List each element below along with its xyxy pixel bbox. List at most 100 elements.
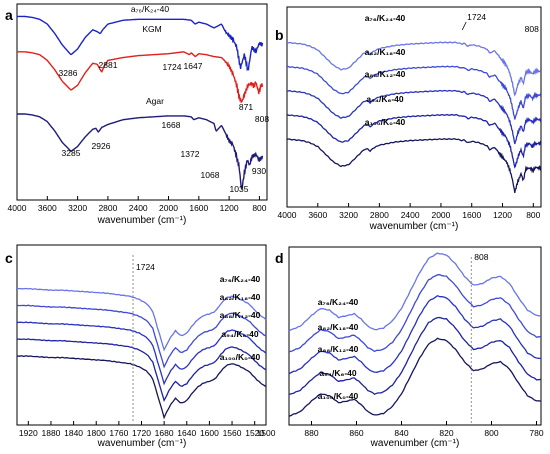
x-tick-label: 1200 — [220, 203, 239, 213]
x-tick-label: 2400 — [401, 210, 420, 220]
series-line-1 — [16, 304, 267, 369]
series-name: a₉₄/K₆-40 — [366, 94, 404, 104]
x-tick-label: 2400 — [129, 203, 148, 213]
panel-b-x-axis: 4000 3600 3200 2800 2400 2000 1600 1200 800 — [278, 203, 541, 220]
series-name: a₈₂/K₁₈-40 — [220, 292, 261, 302]
peak-pointer — [461, 21, 467, 31]
x-tick-label: 780 — [529, 428, 543, 438]
x-tick-label: 1920 — [19, 428, 38, 438]
series-name: KGM — [142, 24, 161, 34]
x-tick-label: 1720 — [132, 428, 151, 438]
panel-d-series — [288, 252, 542, 417]
panel-c: c a₇₆/K₂₄-40 a₈₂/K₁₈-40 a₈₈/K₁₂-40 a₉₄/K₆-4… — [5, 244, 276, 449]
x-tick-label: 800 — [252, 203, 266, 213]
series-name: a₁₀₀/K₀-40 — [365, 117, 406, 127]
panel-b-letter: b — [275, 27, 284, 43]
peak-label: 2881 — [99, 60, 118, 70]
series-name: Agar — [146, 96, 164, 106]
x-tick-label: 3200 — [339, 210, 358, 220]
x-tick-label: 1600 — [189, 203, 208, 213]
series-name: a₇₆/K₂₄-40 — [131, 4, 169, 14]
panel-c-letter: c — [5, 250, 13, 266]
panel-d-letter: d — [275, 250, 284, 266]
series-line-3 — [16, 338, 267, 402]
series-name: a₇₆/K₂₄-40 — [365, 13, 406, 23]
peak-label: 1035 — [230, 184, 249, 194]
panel-c-labels: a₇₆/K₂₄-40 a₈₂/K₁₈-40 a₈₈/K₁₂-40 a₉₄/K₆-40 a… — [132, 255, 261, 423]
x-tick-label: 2000 — [159, 203, 178, 213]
panel-a-x-axis: 4000 3600 3200 2800 2400 2000 1600 1200 800 — [8, 196, 267, 213]
panel-b-labels: a₇₆/K₂₄-40 a₈₂/K₁₈-40 a₈₈/K₁₂-40 a₉₄/K₆-40 a… — [365, 12, 540, 127]
x-tick-label: 1840 — [64, 428, 83, 438]
series-name: a₁₀₀/K₀-40 — [318, 391, 359, 401]
series-line-0 — [288, 252, 542, 332]
panel-c-x-axis: 1920 1880 1840 1800 1760 1720 1680 1640 1600 1560… — [19, 421, 276, 438]
x-tick-label: 1760 — [109, 428, 128, 438]
x-tick-label: 4000 — [8, 203, 27, 213]
x-tick-label: 3600 — [308, 210, 327, 220]
series-line-1 — [17, 51, 264, 104]
series-line-3 — [286, 113, 542, 169]
x-tick-label: 880 — [304, 428, 318, 438]
x-tick-label: 3200 — [68, 203, 87, 213]
peak-label: 808 — [525, 24, 539, 34]
panel-b-xlabel: wavenumber (cm⁻¹) — [369, 221, 459, 232]
series-line-4 — [288, 337, 542, 417]
peak-label: 2926 — [92, 141, 111, 151]
panel-b-series — [286, 41, 542, 193]
peak-label: 808 — [255, 114, 269, 124]
peak-label: 930 — [252, 166, 266, 176]
series-name: a₁₀₀/K₀-40 — [220, 352, 261, 362]
series-name: a₈₈/K₁₂-40 — [365, 69, 406, 79]
x-tick-label: 1600 — [200, 428, 219, 438]
panel-a-series — [17, 15, 264, 191]
panel-c-series — [16, 287, 267, 420]
peak-label: 1372 — [181, 149, 200, 159]
series-name: a₈₂/K₁₈-40 — [318, 322, 359, 332]
peak-label: 1724 — [163, 62, 182, 72]
x-tick-label: 1600 — [462, 210, 481, 220]
x-tick-label: 1640 — [177, 428, 196, 438]
x-tick-label: 1520 — [245, 428, 264, 438]
panel-d-frame — [288, 246, 542, 426]
peak-label: 3286 — [59, 68, 78, 78]
x-tick-label: 800 — [484, 428, 498, 438]
reference-label: 1724 — [136, 262, 155, 272]
x-tick-label: 1500 — [257, 428, 276, 438]
panel-a-xlabel: wavenumber (cm⁻¹) — [97, 215, 187, 226]
peak-label: 3285 — [62, 148, 81, 158]
x-tick-label: 3600 — [38, 203, 57, 213]
panel-a-letter: a — [5, 7, 13, 23]
x-tick-label: 4000 — [278, 210, 297, 220]
x-tick-label: 800 — [526, 210, 540, 220]
panel-d-labels: a₇₆/K₂₄-40 a₈₂/K₁₈-40 a₈₈/K₁₂-40 a₉₄/K₆-40 a… — [318, 252, 489, 423]
series-name: a₉₄/K₆-40 — [319, 368, 357, 378]
series-line-2 — [16, 321, 267, 386]
x-tick-label: 840 — [394, 428, 408, 438]
x-tick-label: 1680 — [155, 428, 174, 438]
series-name: a₈₂/K₁₈-40 — [365, 47, 406, 57]
series-name: a₇₆/K₂₄-40 — [220, 274, 261, 284]
series-line-0 — [17, 15, 264, 72]
x-tick-label: 1800 — [87, 428, 106, 438]
x-tick-label: 860 — [349, 428, 363, 438]
series-line-3 — [288, 316, 542, 396]
series-line-0 — [286, 41, 542, 97]
series-line-4 — [286, 138, 542, 193]
panel-d-x-axis: 880 860 840 820 800 780 — [304, 421, 544, 438]
series-name: a₉₄/K₆-40 — [221, 329, 259, 339]
series-line-1 — [288, 274, 542, 353]
x-tick-label: 2800 — [98, 203, 117, 213]
series-name: a₈₈/K₁₂-40 — [318, 344, 359, 354]
panel-c-xlabel: wavenumber (cm⁻¹) — [97, 438, 187, 449]
panel-d: d a₇₆/K₂₄-40 a₈₂/K₁₈-40 a₈₈/K₁₂-40 a₉₄/K₆-4… — [275, 246, 544, 449]
series-line-2 — [286, 89, 542, 145]
panel-b-frame — [286, 6, 542, 208]
x-tick-label: 2800 — [370, 210, 389, 220]
x-tick-label: 1200 — [493, 210, 512, 220]
x-tick-label: 1560 — [223, 428, 242, 438]
x-tick-label: 820 — [439, 428, 453, 438]
series-line-4 — [16, 355, 267, 420]
